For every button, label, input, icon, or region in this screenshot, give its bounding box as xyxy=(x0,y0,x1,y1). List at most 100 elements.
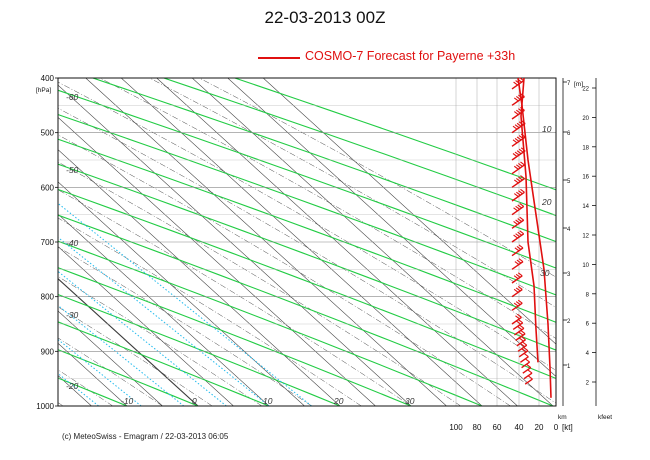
wind-barb-feather xyxy=(513,193,519,198)
wind-barb-feather xyxy=(517,218,522,223)
wind-barb-staff xyxy=(511,288,523,298)
wind-barb-feather xyxy=(526,364,532,369)
wind-barb-feather xyxy=(516,96,521,100)
wind-barb-feather xyxy=(520,161,525,166)
pressure-tick-label: 900 xyxy=(41,347,55,356)
wind-barb-feather xyxy=(513,302,519,307)
temperature-tick-label: 30 xyxy=(405,396,415,406)
left-temperature-label: -40 xyxy=(66,238,79,248)
wind-barb-feather xyxy=(515,301,521,306)
legend-label: COSMO-7 Forecast for Payerne +33h xyxy=(305,49,516,63)
wind-barb xyxy=(511,133,526,147)
wind-barb-feather xyxy=(519,216,525,221)
left-temperature-label: -20 xyxy=(66,381,79,391)
km-tick-label: 1 xyxy=(567,364,571,370)
isotherm-line xyxy=(0,78,21,406)
wind-barb xyxy=(517,341,528,352)
wind-barb-feather xyxy=(518,148,524,153)
kfeet-tick-label: 18 xyxy=(582,145,589,151)
kfeet-tick-label: 16 xyxy=(582,175,589,181)
wind-barb xyxy=(511,77,525,90)
wind-barb-feather xyxy=(512,153,518,157)
wind-barbs xyxy=(511,77,533,385)
left-temperature-label: -60 xyxy=(66,92,79,102)
wind-barb-feather xyxy=(515,205,520,210)
wind-barb xyxy=(511,175,525,188)
left-temperature-label: -30 xyxy=(66,310,79,320)
wind-barb xyxy=(513,324,525,336)
mixing-ratio-label: 20 xyxy=(541,197,552,207)
wind-barb-staff xyxy=(511,205,525,216)
wind-barb-staff xyxy=(511,316,522,325)
km-unit-label: [m] xyxy=(574,81,583,88)
wind-barb xyxy=(511,106,525,120)
kfeet-tick-label: 14 xyxy=(582,204,589,210)
wind-barb-feather xyxy=(520,343,526,348)
wind-barb-feather xyxy=(514,151,520,156)
wind-barb-feather xyxy=(514,137,520,142)
wind-barb xyxy=(511,286,523,298)
wind-barb-feather xyxy=(518,94,523,99)
wind-barb-feather xyxy=(518,244,524,249)
wind-barb-feather xyxy=(516,136,522,141)
wind-barb-staff xyxy=(511,233,525,243)
wind-barb-feather xyxy=(528,375,533,380)
mixing-ratio-label: 30 xyxy=(540,268,550,278)
wind-barb xyxy=(511,258,524,270)
wind-barb-feather xyxy=(516,191,521,196)
wind-barb-feather xyxy=(517,204,522,209)
wind-barb xyxy=(518,347,529,358)
sounding-wind_speed_profile-line xyxy=(520,78,539,363)
wind-barb-feather xyxy=(518,121,524,126)
wind-barb-staff xyxy=(521,361,531,369)
pressure-tick-label: 500 xyxy=(41,129,55,138)
wind-barb xyxy=(524,375,533,385)
wind-barb-feather xyxy=(513,111,519,116)
wind-barb-staff xyxy=(515,333,526,341)
pressure-unit-label: [hPa] xyxy=(36,87,51,94)
kfeet-axis-title: kfeet xyxy=(598,414,612,421)
temperature-tick-label: -10 xyxy=(121,396,134,406)
wind-axis-tick-label: 20 xyxy=(535,423,544,432)
wind-barb-feather xyxy=(519,203,525,207)
wind-barb-feather xyxy=(517,299,523,304)
wind-barb-feather xyxy=(512,139,518,144)
copyright-footer: (c) MeteoSwiss - Emagram / 22-03-2013 06… xyxy=(62,432,229,441)
wind-barb-feather xyxy=(513,288,519,293)
wind-barb xyxy=(522,364,532,374)
wind-barb-staff xyxy=(523,372,533,380)
kfeet-tick-label: 8 xyxy=(586,292,590,298)
wind-barb-feather xyxy=(515,315,520,320)
wind-barb-feather xyxy=(518,135,524,139)
mixing-ratio-label: 10 xyxy=(542,124,552,134)
wind-barb xyxy=(511,244,524,257)
wind-barb-feather xyxy=(519,337,524,342)
wind-barb xyxy=(519,353,529,363)
wind-barb xyxy=(511,161,525,175)
left-temperature-label: -50 xyxy=(66,165,79,175)
pressure-tick-label: 800 xyxy=(41,293,55,302)
wind-barb xyxy=(523,369,533,380)
wind-barb-feather xyxy=(519,230,525,235)
wind-barb-feather xyxy=(519,324,525,329)
wind-barb xyxy=(511,230,525,243)
wind-barb-feather xyxy=(515,80,520,85)
wind-barb-feather xyxy=(513,220,518,225)
km-tick-label: 4 xyxy=(567,227,571,233)
wind-barb xyxy=(515,330,526,341)
wind-barb-feather xyxy=(513,97,519,102)
pressure-tick-label: 1000 xyxy=(36,402,54,411)
wind-barb-feather xyxy=(517,313,522,318)
wind-barb-staff xyxy=(524,378,533,385)
wind-barb-feather xyxy=(519,77,525,82)
wind-barb-feather xyxy=(515,273,521,278)
wind-barb xyxy=(511,93,525,106)
wind-barb xyxy=(511,299,523,311)
wind-barb xyxy=(516,336,526,347)
wind-barb-staff xyxy=(517,344,528,352)
pressure-tick-label: 400 xyxy=(41,74,55,83)
pressure-tick-label: 600 xyxy=(41,183,55,192)
wind-axis-tick-label: 0 xyxy=(554,423,559,432)
temperature-tick-label: 10 xyxy=(263,396,273,406)
